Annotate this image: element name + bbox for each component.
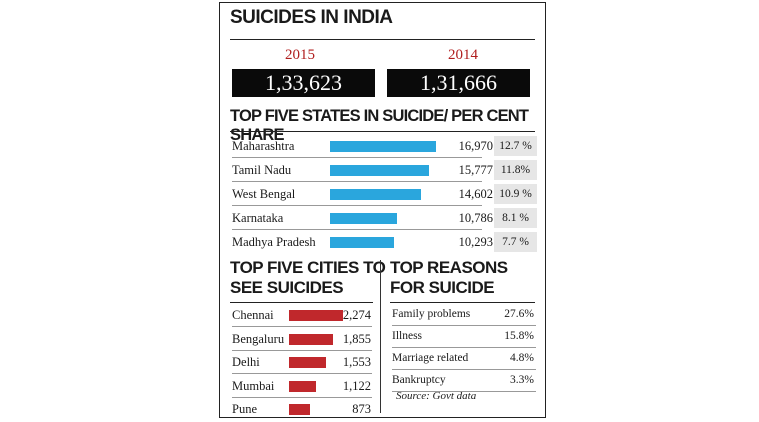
state-name: Karnataka bbox=[232, 211, 284, 225]
reason-row-divider bbox=[392, 391, 536, 392]
city-row: Delhi 1,553 bbox=[232, 352, 374, 372]
state-row-divider bbox=[232, 181, 482, 182]
reasons-title-line2: FOR SUICIDE bbox=[390, 278, 495, 297]
reason-row-divider bbox=[392, 369, 536, 370]
state-row-divider bbox=[232, 229, 482, 230]
city-bar bbox=[289, 381, 316, 392]
state-value: 10,293 bbox=[458, 235, 493, 249]
state-row: Karnataka 10,786 8.1 % bbox=[232, 208, 537, 228]
city-row: Mumbai 1,122 bbox=[232, 376, 374, 396]
city-bar bbox=[289, 357, 326, 368]
reason-name: Marriage related bbox=[392, 352, 469, 364]
city-value: 1,855 bbox=[342, 332, 371, 346]
state-share: 10.9 % bbox=[494, 184, 537, 204]
reason-row: Bankruptcy 3.3% bbox=[392, 371, 536, 391]
city-value: 873 bbox=[352, 402, 371, 416]
year-2015: 2015 bbox=[285, 47, 315, 63]
state-name: Maharashtra bbox=[232, 139, 295, 153]
state-row: Madhya Pradesh 10,293 7.7 % bbox=[232, 232, 537, 252]
city-bar bbox=[289, 404, 310, 415]
state-name: Madhya Pradesh bbox=[232, 235, 316, 249]
city-row: Bengaluru 1,855 bbox=[232, 329, 374, 349]
state-share: 12.7 % bbox=[494, 136, 537, 156]
reasons-title-line1: TOP REASONS bbox=[390, 258, 508, 277]
state-row-divider bbox=[232, 205, 482, 206]
reason-row-divider bbox=[392, 347, 536, 348]
year-2014: 2014 bbox=[448, 47, 478, 63]
main-title: SUICIDES IN INDIA bbox=[230, 7, 393, 28]
reason-share: 4.8% bbox=[510, 352, 534, 364]
total-2014: 1,31,666 bbox=[387, 69, 530, 97]
city-bar bbox=[289, 334, 333, 345]
reason-name: Family problems bbox=[392, 308, 471, 320]
reason-row: Marriage related 4.8% bbox=[392, 349, 536, 369]
state-share: 11.8% bbox=[494, 160, 537, 180]
reason-name: Illness bbox=[392, 330, 423, 342]
state-row: West Bengal 14,602 10.9 % bbox=[232, 184, 537, 204]
infographic-card: SUICIDES IN INDIA 2015 2014 1,33,623 1,3… bbox=[219, 2, 546, 418]
city-value: 1,122 bbox=[342, 379, 371, 393]
reason-row-divider bbox=[392, 325, 536, 326]
city-row: Chennai 2,274 bbox=[232, 305, 374, 325]
city-name: Mumbai bbox=[232, 379, 275, 393]
state-value: 14,602 bbox=[458, 187, 493, 201]
states-divider bbox=[230, 131, 535, 132]
state-share: 8.1 % bbox=[494, 208, 537, 228]
state-bar bbox=[330, 213, 397, 224]
city-row: Pune 873 bbox=[232, 399, 374, 419]
reason-name: Bankruptcy bbox=[392, 374, 446, 386]
city-row-divider bbox=[232, 326, 372, 327]
city-row-divider bbox=[232, 373, 372, 374]
state-bar bbox=[330, 165, 429, 176]
city-value: 2,274 bbox=[342, 308, 371, 322]
cities-title-line1: TOP FIVE CITIES TO bbox=[230, 258, 386, 277]
total-2015: 1,33,623 bbox=[232, 69, 375, 97]
reasons-divider bbox=[390, 302, 535, 303]
state-row: Tamil Nadu 15,777 11.8% bbox=[232, 160, 537, 180]
city-name: Chennai bbox=[232, 308, 274, 322]
cities-title-line2: SEE SUICIDES bbox=[230, 278, 344, 297]
reason-row: Family problems 27.6% bbox=[392, 305, 536, 325]
state-row: Maharashtra 16,970 12.7 % bbox=[232, 136, 537, 156]
states-title: TOP FIVE STATES IN SUICIDE/ PER CENT SHA… bbox=[230, 107, 529, 144]
state-row-divider bbox=[232, 157, 482, 158]
state-bar bbox=[330, 237, 394, 248]
state-value: 10,786 bbox=[458, 211, 493, 225]
state-value: 16,970 bbox=[458, 139, 493, 153]
state-name: Tamil Nadu bbox=[232, 163, 292, 177]
reason-share: 27.6% bbox=[504, 308, 534, 320]
state-bar bbox=[330, 141, 436, 152]
city-name: Pune bbox=[232, 402, 257, 416]
state-value: 15,777 bbox=[458, 163, 493, 177]
source-note: Source: Govt data bbox=[396, 390, 477, 402]
city-row-divider bbox=[232, 397, 372, 398]
city-row-divider bbox=[232, 350, 372, 351]
city-name: Bengaluru bbox=[232, 332, 285, 346]
title-divider bbox=[230, 39, 535, 40]
reason-share: 3.3% bbox=[510, 374, 534, 386]
reason-share: 15.8% bbox=[504, 330, 534, 342]
reason-row: Illness 15.8% bbox=[392, 327, 536, 347]
state-bar bbox=[330, 189, 421, 200]
city-bar bbox=[289, 310, 343, 321]
city-name: Delhi bbox=[232, 355, 260, 369]
state-share: 7.7 % bbox=[494, 232, 537, 252]
section-divider bbox=[380, 260, 381, 413]
cities-divider bbox=[230, 302, 373, 303]
city-value: 1,553 bbox=[342, 355, 371, 369]
state-name: West Bengal bbox=[232, 187, 296, 201]
